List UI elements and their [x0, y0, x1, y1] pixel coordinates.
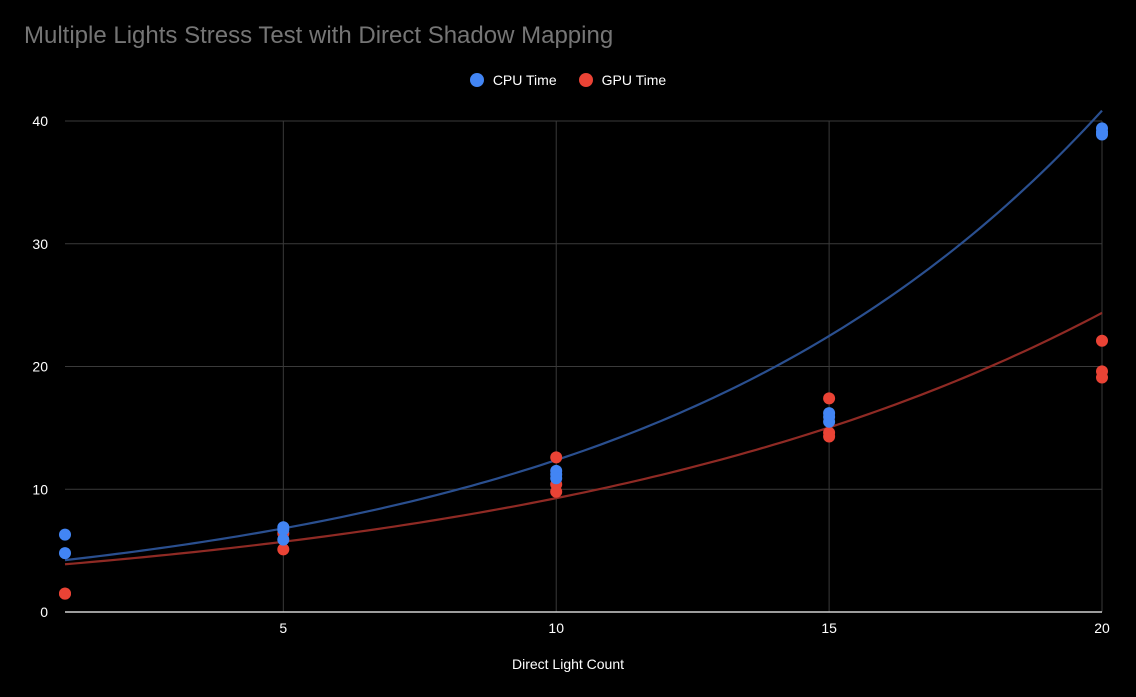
y-tick-label: 20 — [32, 359, 48, 375]
y-tick-label: 40 — [32, 113, 48, 129]
cpu-time-trendline — [64, 109, 1103, 562]
gpu-time-point — [823, 392, 836, 405]
chart-title: Multiple Lights Stress Test with Direct … — [24, 22, 614, 49]
cpu-time-point — [277, 533, 290, 546]
gpu-time-point — [550, 451, 563, 464]
cpu-time-legend-marker-icon — [469, 73, 484, 87]
legend-item-cpu-time: CPU Time — [469, 72, 557, 88]
cpu-time-point — [823, 415, 836, 428]
gpu-time-point — [59, 587, 71, 600]
y-tick-label: 0 — [40, 604, 48, 620]
x-tick-label: 10 — [548, 620, 564, 636]
gpu-time-point — [1096, 371, 1108, 384]
cpu-time-point — [59, 528, 71, 541]
x-axis-title: Direct Light Count — [511, 656, 625, 672]
cpu-time-point — [1096, 128, 1108, 141]
cpu-time-point — [59, 547, 71, 560]
gpu-time-point — [550, 485, 563, 498]
cpu-time-point — [550, 472, 563, 485]
y-tick-label: 30 — [32, 236, 48, 252]
legend-label-cpu-time: CPU Time — [492, 72, 557, 88]
y-tick-label: 10 — [32, 481, 48, 497]
x-tick-label: 15 — [821, 620, 837, 636]
x-tick-label: 20 — [1094, 620, 1110, 636]
gpu-time-legend-marker-icon — [578, 73, 593, 87]
gpu-time-point — [1096, 334, 1108, 347]
legend-label-gpu-time: GPU Time — [601, 72, 667, 88]
x-tick-label: 5 — [279, 620, 287, 636]
legend: CPU Time GPU Time — [0, 72, 1136, 88]
gpu-time-trendline — [64, 311, 1103, 566]
gpu-time-point — [277, 543, 290, 556]
gpu-time-point — [823, 430, 836, 443]
legend-item-gpu-time: GPU Time — [578, 72, 667, 88]
cpu-time-point — [277, 523, 290, 536]
